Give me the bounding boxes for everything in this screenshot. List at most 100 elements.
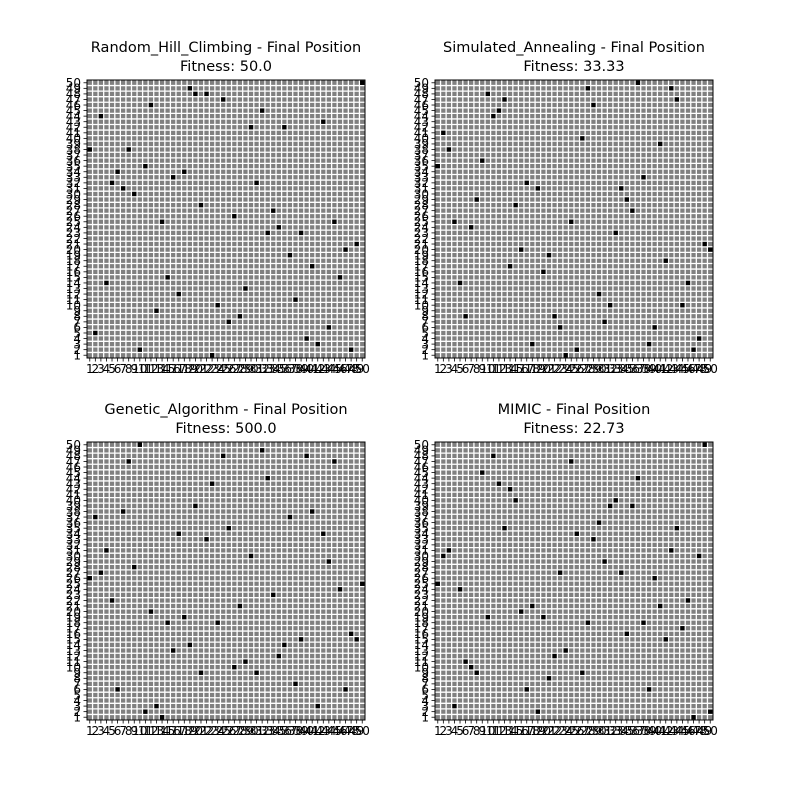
x-tick-label: 5 bbox=[456, 724, 464, 738]
x-tick-label: 32 bbox=[602, 362, 617, 376]
queen-cell bbox=[646, 341, 652, 347]
x-tick-label: 41 bbox=[653, 362, 668, 376]
x-tick-label: 42 bbox=[310, 724, 325, 738]
y-tick-label: 16 bbox=[414, 265, 429, 279]
y-tick-label: 49 bbox=[414, 444, 429, 458]
queen-cell bbox=[354, 241, 359, 247]
queen-cell bbox=[663, 637, 668, 642]
y-tick-label: 47 bbox=[414, 455, 429, 469]
queen-cell bbox=[360, 80, 365, 85]
queen-cell bbox=[519, 609, 524, 614]
x-tick-label: 40 bbox=[299, 362, 314, 376]
x-tick-label: 43 bbox=[316, 362, 331, 376]
y-tick-label: 48 bbox=[414, 87, 429, 101]
y-tick-label: 36 bbox=[414, 516, 429, 530]
y-tick-label: 21 bbox=[414, 237, 429, 251]
x-tick-label: 17 bbox=[519, 724, 534, 738]
y-tick-label: 43 bbox=[414, 477, 429, 491]
x-tick-label: 6 bbox=[462, 724, 470, 738]
x-tick-label: 2 bbox=[440, 362, 448, 376]
chart-subtitle: Fitness: 50.0 bbox=[180, 59, 272, 75]
queen-cell bbox=[691, 715, 696, 720]
queen-cell bbox=[209, 353, 215, 358]
x-tick-label: 31 bbox=[597, 362, 612, 376]
y-tick-label: 39 bbox=[66, 137, 81, 151]
queen-cell bbox=[132, 191, 137, 197]
y-tick-label: 40 bbox=[414, 132, 429, 146]
queen-cell bbox=[624, 631, 629, 636]
y-tick-label: 6 bbox=[421, 683, 429, 697]
queen-cell bbox=[652, 576, 657, 581]
y-tick-label: 9 bbox=[421, 304, 429, 318]
x-tick-label: 44 bbox=[669, 724, 684, 738]
queen-cell bbox=[259, 448, 265, 453]
queen-cell bbox=[685, 598, 691, 603]
queen-cell bbox=[348, 631, 354, 636]
y-tick-label: 12 bbox=[66, 649, 81, 663]
y-tick-label: 14 bbox=[66, 638, 81, 652]
x-tick-label: 45 bbox=[675, 724, 690, 738]
x-tick-label: 50 bbox=[355, 724, 370, 738]
y-tick-label: 44 bbox=[414, 471, 429, 485]
queen-cell bbox=[530, 341, 535, 347]
x-tick-label: 33 bbox=[260, 724, 275, 738]
x-tick-label: 3 bbox=[97, 362, 105, 376]
x-tick-label: 31 bbox=[249, 724, 264, 738]
queen-cell bbox=[148, 102, 154, 108]
x-tick-label: 50 bbox=[703, 362, 718, 376]
x-tick-label: 41 bbox=[305, 724, 320, 738]
y-tick-label: 5 bbox=[73, 326, 81, 340]
y-tick-label: 35 bbox=[414, 521, 429, 535]
queen-cell bbox=[441, 130, 446, 135]
x-tick-label: 39 bbox=[293, 362, 308, 376]
x-tick-label: 39 bbox=[293, 724, 308, 738]
y-tick-label: 42 bbox=[66, 483, 81, 497]
x-tick-label: 36 bbox=[277, 362, 292, 376]
y-tick-label: 30 bbox=[414, 549, 429, 563]
x-tick-label: 44 bbox=[669, 362, 684, 376]
x-tick-label: 32 bbox=[254, 724, 269, 738]
queen-cell bbox=[691, 347, 696, 352]
y-tick-label: 6 bbox=[421, 321, 429, 335]
x-tick-label: 32 bbox=[602, 724, 617, 738]
y-tick-label: 37 bbox=[66, 148, 81, 162]
y-tick-label: 35 bbox=[414, 159, 429, 173]
y-tick-label: 21 bbox=[66, 599, 81, 613]
queen-cell bbox=[524, 687, 529, 692]
x-tick-label: 5 bbox=[456, 362, 464, 376]
queen-cell bbox=[468, 225, 474, 230]
x-tick-label: 8 bbox=[125, 362, 133, 376]
x-tick-label: 6 bbox=[114, 724, 122, 738]
y-tick-label: 23 bbox=[66, 588, 81, 602]
queen-cell bbox=[519, 247, 524, 252]
x-tick-label: 11 bbox=[486, 362, 501, 376]
x-tick-label: 3 bbox=[97, 724, 105, 738]
y-tick-label: 4 bbox=[73, 694, 81, 708]
queen-cell bbox=[159, 715, 165, 720]
x-tick-label: 7 bbox=[467, 724, 475, 738]
x-tick-label: 16 bbox=[514, 724, 529, 738]
x-tick-label: 30 bbox=[591, 724, 606, 738]
y-tick-label: 12 bbox=[414, 287, 429, 301]
queen-cell bbox=[535, 709, 541, 714]
x-tick-label: 24 bbox=[210, 724, 225, 738]
x-tick-label: 47 bbox=[686, 362, 701, 376]
queen-cell bbox=[93, 514, 98, 520]
queen-cell bbox=[243, 286, 248, 291]
queen-cell bbox=[541, 614, 546, 620]
queen-cell bbox=[154, 703, 159, 709]
y-tick-label: 8 bbox=[73, 310, 81, 324]
x-tick-label: 1 bbox=[434, 724, 442, 738]
queen-cell bbox=[574, 347, 579, 352]
grid-lines bbox=[435, 80, 713, 358]
queen-cell bbox=[343, 687, 348, 692]
x-tick-label: 15 bbox=[160, 724, 175, 738]
queen-cell bbox=[524, 180, 529, 186]
y-tick-label: 48 bbox=[66, 87, 81, 101]
queen-cell bbox=[674, 97, 680, 102]
y-tick-label: 46 bbox=[414, 460, 429, 474]
x-tick-label: 12 bbox=[491, 724, 506, 738]
x-tick-label: 8 bbox=[473, 724, 481, 738]
queen-cell bbox=[591, 102, 596, 108]
